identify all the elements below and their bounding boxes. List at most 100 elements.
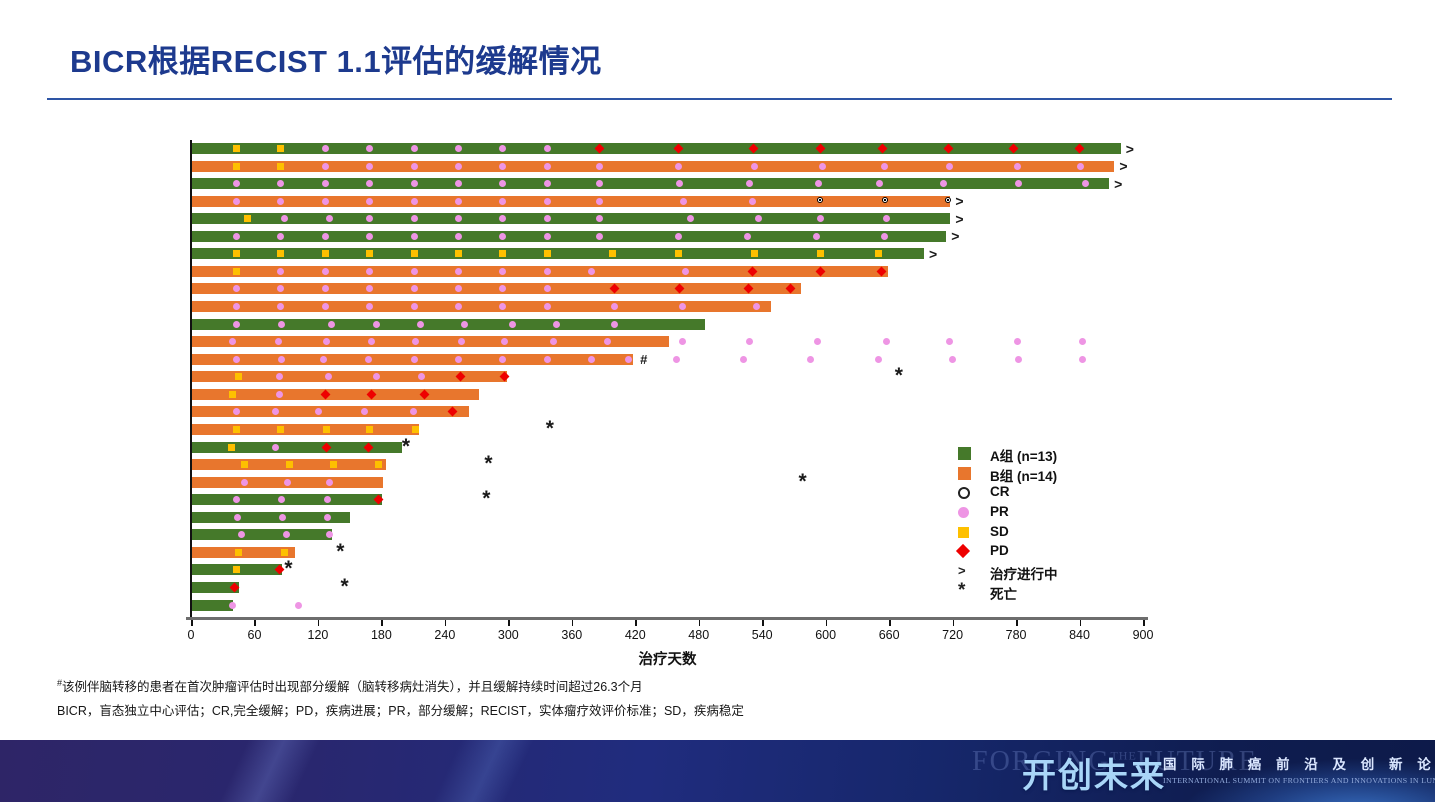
pr-marker-icon [324,373,332,381]
x-axis-title: 治疗天数 [638,652,697,668]
y-axis-line [190,140,192,619]
pr-marker-icon [883,215,891,223]
pr-marker-icon [366,285,374,293]
pr-marker-icon [686,215,694,223]
pr-marker-icon [945,338,953,346]
pr-marker-icon [282,531,290,539]
sd-marker-icon [277,425,285,433]
death-legend-icon: * [958,579,966,601]
pr-marker-icon [232,355,240,363]
x-tick-label: 0 [187,628,195,642]
pr-marker-icon [410,162,418,170]
x-tick [889,620,891,626]
pr-marker-icon [499,215,507,223]
x-tick-label: 720 [942,628,964,642]
square-b-legend-icon [958,466,971,480]
pr-marker-icon [232,408,240,416]
pr-marker-icon [295,601,303,609]
patient-bar-group-B [192,301,771,313]
pr-marker-icon [499,197,507,205]
pr-marker-icon [278,320,286,328]
patient-bar-group-A [192,143,1121,154]
death-asterisk-icon: * [284,557,293,581]
pr-marker-icon [553,320,561,328]
x-tick [191,620,193,626]
pr-marker-icon [749,197,757,205]
pr-marker-icon [461,320,469,328]
pr-marker-icon [458,338,466,346]
plot-area: > > > > > > > # * * * * * * * * * [191,140,1143,617]
sd-marker-icon [321,250,329,258]
pr-marker-icon [232,496,240,504]
pr-marker-icon [755,215,763,223]
pr-marker-icon [543,355,551,363]
death-asterisk-icon: * [484,452,493,476]
pr-marker-icon [604,338,612,346]
death-asterisk-icon: * [482,487,491,511]
patient-bar-group-B [192,160,1115,172]
sd-marker-icon [228,390,236,398]
pr-marker-icon [323,496,331,504]
pr-marker-icon [366,197,374,205]
x-axis-line [186,617,1148,620]
pr-marker-icon [277,180,285,188]
sd-marker-icon [411,425,419,433]
cr-legend-icon [958,487,970,500]
sd-marker-icon [232,566,240,574]
pr-marker-icon [812,232,820,240]
pr-marker-icon [543,285,551,293]
cr-marker-icon [882,197,889,204]
legend-label: SD [990,523,1009,539]
x-tick [571,620,574,626]
pr-marker-icon [410,215,418,223]
sd-legend-icon [958,526,969,538]
pr-marker-icon [410,355,418,363]
pr-marker-icon [241,478,249,486]
pr-marker-icon [277,285,285,293]
x-tick-label: 540 [751,628,773,642]
x-tick [1079,620,1082,626]
pr-marker-icon [813,338,821,346]
sd-marker-icon [277,250,285,258]
pr-marker-icon [543,303,551,311]
patient-bar-group-A [192,178,1110,190]
legend-label: 治疗进行中 [990,567,1058,583]
pr-marker-icon [280,215,288,223]
pr-marker-icon [279,513,287,521]
sd-marker-icon [232,145,240,152]
patient-bar-group-B [192,371,508,383]
sd-marker-icon [232,267,240,275]
pr-marker-icon [238,531,246,539]
footnote-2: BICR，盲态独立中心评估；CR,完全缓解；PD，疾病进展；PR，部分缓解；RE… [57,704,744,718]
pr-marker-icon [949,355,957,363]
sd-marker-icon [322,425,330,433]
patient-bar-group-A [192,318,706,330]
title-underline [47,98,1392,100]
pr-marker-icon [595,180,603,188]
pr-marker-icon [326,215,333,223]
pr-marker-icon [745,180,753,188]
ongoing-arrow-icon: > [1114,175,1123,192]
ongoing-arrow-icon: > [951,228,960,245]
pr-marker-icon [323,513,331,521]
pr-marker-icon [276,373,284,381]
pr-marker-icon [500,338,508,346]
patient-bar-group-B [192,406,470,418]
x-tick-label: 840 [1069,628,1090,642]
x-tick-label: 60 [247,628,262,642]
pr-marker-icon [1077,162,1085,170]
pr-marker-icon [366,162,374,170]
pr-marker-icon [543,267,551,275]
pr-marker-icon [232,197,240,205]
pr-marker-icon [543,197,551,205]
pr-marker-icon [739,355,747,363]
pr-marker-icon [945,162,953,170]
pr-marker-icon [328,320,336,328]
pr-marker-icon [368,338,376,346]
x-tick [508,620,510,626]
ongoing-arrow-icon: > [928,245,938,262]
pr-marker-icon [595,232,603,240]
x-tick [254,620,256,626]
pr-marker-icon [680,197,688,205]
legend-label: A组 (n=13) [990,449,1058,464]
